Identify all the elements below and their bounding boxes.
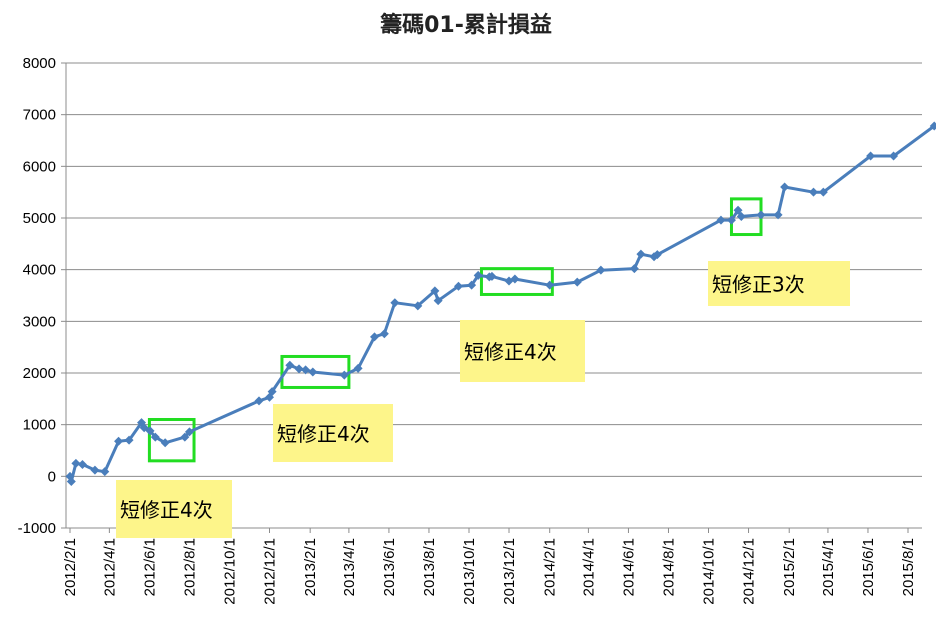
data-point	[773, 210, 783, 220]
data-point	[652, 250, 662, 260]
x-tick-label: 2012/8/1	[181, 538, 198, 596]
x-tick-label: 2014/2/1	[542, 538, 559, 596]
data-point	[473, 270, 483, 280]
data-point	[150, 432, 160, 442]
chart-title: 籌碼01-累計損益	[380, 12, 552, 38]
x-tick-label: 2013/4/1	[341, 538, 358, 596]
x-tick-label: 2014/12/1	[741, 538, 758, 605]
x-tick-label: 2012/4/1	[101, 538, 118, 596]
annotation-label: 短修正4次	[277, 422, 370, 446]
data-point	[726, 215, 736, 225]
data-point	[160, 438, 170, 448]
data-point	[889, 151, 899, 161]
x-tick-label: 2015/4/1	[820, 538, 837, 596]
data-point	[636, 249, 646, 259]
y-tick-label: 2000	[23, 365, 56, 382]
annotation-label: 短修正3次	[712, 273, 805, 297]
data-point	[780, 182, 790, 192]
y-tick-label: -1000	[18, 520, 56, 537]
data-point	[818, 187, 828, 197]
data-point	[369, 332, 379, 342]
data-point	[545, 280, 555, 290]
data-point	[756, 210, 766, 220]
y-tick-label: 1000	[23, 417, 56, 434]
x-tick-label: 2013/12/1	[501, 538, 518, 605]
data-point	[716, 215, 726, 225]
x-axis-ticks: 2012/2/1 2012/4/1 2012/6/1 2012/8/1 2012/10/…	[62, 538, 917, 605]
x-tick-label: 2015/8/1	[900, 538, 917, 596]
data-point	[267, 387, 277, 397]
data-point	[353, 363, 363, 373]
data-point	[139, 423, 149, 433]
data-point	[124, 435, 134, 445]
x-tick-label: 2015/6/1	[860, 538, 877, 596]
x-tick-label: 2012/12/1	[261, 538, 278, 605]
data-point	[100, 467, 110, 477]
annotation-label: 短修正4次	[120, 498, 213, 522]
data-point	[733, 205, 743, 215]
data-point	[433, 296, 443, 306]
x-tick-label: 2015/2/1	[781, 538, 798, 596]
data-point	[71, 458, 81, 468]
data-point	[145, 426, 155, 436]
data-point	[736, 211, 746, 221]
y-tick-label: 6000	[23, 158, 56, 175]
data-point	[467, 280, 477, 290]
x-tick-label: 2014/6/1	[620, 538, 637, 596]
y-tick-label: 4000	[23, 262, 56, 279]
series-layer	[65, 121, 936, 486]
data-point	[114, 436, 124, 446]
data-point	[430, 286, 440, 296]
annotation-box	[147, 418, 196, 463]
data-point	[510, 274, 520, 284]
data-point	[339, 370, 349, 380]
x-tick-label: 2013/6/1	[381, 538, 398, 596]
data-point	[285, 360, 295, 370]
y-tick-label: 7000	[23, 107, 56, 124]
data-point	[66, 477, 76, 486]
data-point	[77, 459, 87, 469]
annotation-label-bg	[708, 261, 850, 306]
annotation-box	[479, 267, 554, 296]
annotation-label-bg	[273, 404, 393, 462]
data-point	[390, 298, 400, 308]
data-point	[301, 365, 311, 375]
x-tick-label: 2012/6/1	[141, 538, 158, 596]
data-point	[572, 277, 582, 287]
data-point	[308, 367, 318, 377]
data-point	[294, 364, 304, 374]
x-tick-label: 2013/10/1	[461, 538, 478, 605]
x-tick-label: 2012/10/1	[221, 538, 238, 605]
annotation-label-bg	[116, 480, 232, 538]
x-tick-label: 2013/8/1	[421, 538, 438, 596]
data-point	[379, 329, 389, 339]
data-point	[487, 271, 497, 281]
x-tick-label: 2014/8/1	[660, 538, 677, 596]
x-tick-label: 2013/2/1	[302, 538, 319, 596]
data-point	[413, 301, 423, 311]
data-point	[90, 465, 100, 475]
data-point	[629, 264, 639, 274]
data-point	[809, 187, 819, 197]
data-point	[453, 281, 463, 291]
x-tick-label: 2014/4/1	[580, 538, 597, 596]
y-axis-ticks: 8000 7000 6000 5000 4000 3000 2000 1000 0 -1000	[18, 55, 56, 537]
y-tick-label: 0	[48, 468, 56, 485]
data-point	[596, 265, 606, 275]
data-point	[180, 432, 190, 442]
annotation-label: 短修正4次	[464, 340, 557, 364]
y-tick-label: 8000	[23, 55, 56, 72]
x-tick-label: 2012/2/1	[62, 538, 79, 596]
y-tick-label: 5000	[23, 210, 56, 227]
data-point	[929, 121, 936, 131]
data-point	[184, 427, 194, 437]
x-tick-label: 2014/10/1	[701, 538, 718, 605]
y-tick-label: 3000	[23, 313, 56, 330]
data-point	[866, 151, 876, 161]
annotation-label-bg	[460, 320, 585, 382]
data-point	[254, 396, 264, 406]
